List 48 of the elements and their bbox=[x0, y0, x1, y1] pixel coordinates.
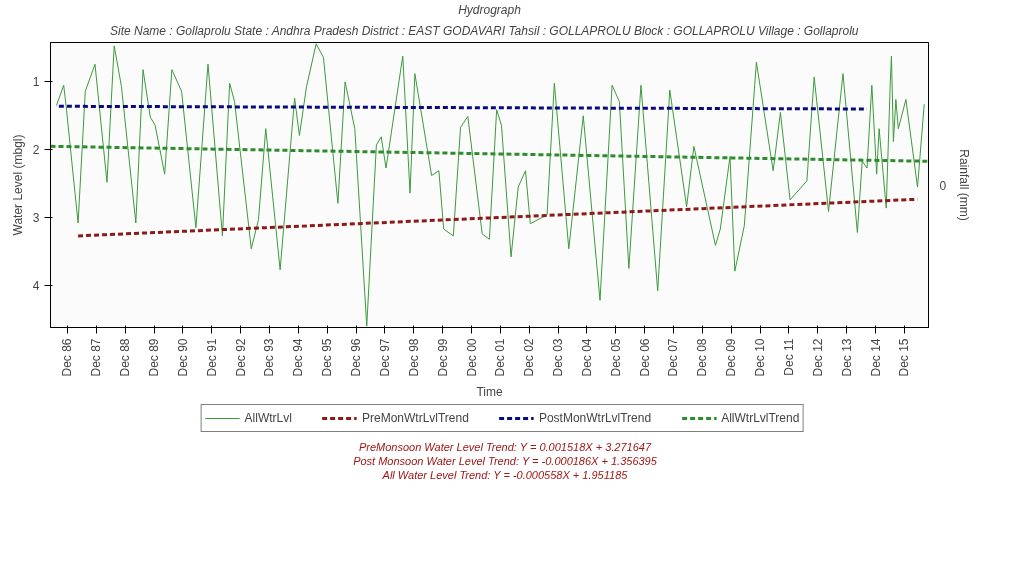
y-axis-title: Water Level (mbgl) bbox=[10, 134, 25, 236]
y-tick-label: 2 bbox=[32, 143, 40, 158]
x-tick-label: Dec 94 bbox=[291, 338, 306, 377]
y-tick-label: 1 bbox=[32, 75, 40, 90]
x-tick-label: Dec 05 bbox=[608, 338, 623, 377]
line-series bbox=[55, 43, 925, 327]
x-tick-label: Dec 09 bbox=[724, 338, 739, 377]
y2-axis-title: Rainfall (mm) bbox=[957, 149, 972, 221]
x-tick-label: Dec 86 bbox=[60, 338, 75, 377]
x-tick-label: Dec 14 bbox=[868, 338, 883, 377]
x-tick-label: Dec 87 bbox=[89, 338, 104, 377]
y-tick-label: 4 bbox=[32, 278, 40, 293]
x-tick-label: Dec 96 bbox=[349, 338, 364, 377]
text: All Water Level Trend: Y = -0.000558X + 1.951185 bbox=[382, 469, 628, 481]
x-tick-label: Dec 10 bbox=[753, 338, 768, 377]
x-tick-label: Dec 98 bbox=[406, 338, 421, 377]
x-tick-label: Dec 02 bbox=[522, 338, 537, 377]
x-tick-label: Dec 91 bbox=[204, 338, 219, 377]
text: Post Monsoon Water Level Trend: Y = -0.000186X + 1.356395 bbox=[353, 455, 657, 467]
x-tick-label: Dec 06 bbox=[637, 338, 652, 377]
x-tick-label: Dec 08 bbox=[695, 338, 710, 377]
x-tick-label: Dec 15 bbox=[897, 338, 912, 377]
x-tick-label: Dec 00 bbox=[464, 338, 479, 377]
x-tick-label: Dec 04 bbox=[579, 338, 594, 377]
legend-label: AllWtrLvlTrend bbox=[721, 411, 800, 425]
text: 0 bbox=[939, 178, 947, 193]
legend-label: PreMonWtrLvlTrend bbox=[361, 411, 469, 425]
x-tick-label: Dec 89 bbox=[147, 338, 162, 377]
chart-title: Hydrograph bbox=[458, 2, 522, 17]
x-axis-title: Time bbox=[476, 384, 503, 399]
x-tick-label: Dec 88 bbox=[118, 338, 133, 377]
y-tick-label: 3 bbox=[32, 211, 40, 226]
x-tick-label: Dec 97 bbox=[377, 338, 392, 377]
legend-label: PostMonWtrLvlTrend bbox=[538, 411, 652, 425]
x-tick-label: Dec 99 bbox=[435, 338, 450, 377]
x-tick-label: Dec 13 bbox=[839, 338, 854, 377]
x-tick-label: Dec 03 bbox=[551, 338, 566, 377]
x-tick-label: Dec 93 bbox=[262, 338, 277, 377]
x-tick-label: Dec 90 bbox=[175, 338, 190, 377]
x-tick-label: Dec 01 bbox=[493, 338, 508, 377]
text: PreMonsoon Water Level Trend: Y = 0.001518X + 3.271647 bbox=[358, 441, 652, 453]
x-tick-label: Dec 92 bbox=[233, 338, 248, 377]
x-tick-label: Dec 12 bbox=[810, 338, 825, 377]
x-tick-label: Dec 11 bbox=[781, 338, 796, 376]
chart-subtitle: Site Name : Gollaprolu State : Andhra Pradesh District : EAST GODAVARI Tahsil : GOLLAPROLU Block : GOLLAPROLU Village : Gollaprolu bbox=[110, 23, 859, 38]
legend-label: AllWtrLvl bbox=[244, 411, 292, 425]
x-tick-label: Dec 95 bbox=[320, 338, 335, 377]
x-tick-label: Dec 07 bbox=[666, 338, 681, 377]
